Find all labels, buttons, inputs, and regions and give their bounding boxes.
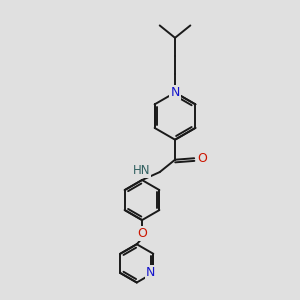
Text: N: N [170,86,180,99]
Text: N: N [146,266,155,279]
Text: O: O [137,227,147,240]
Text: O: O [197,152,207,165]
Text: HN: HN [133,164,150,177]
